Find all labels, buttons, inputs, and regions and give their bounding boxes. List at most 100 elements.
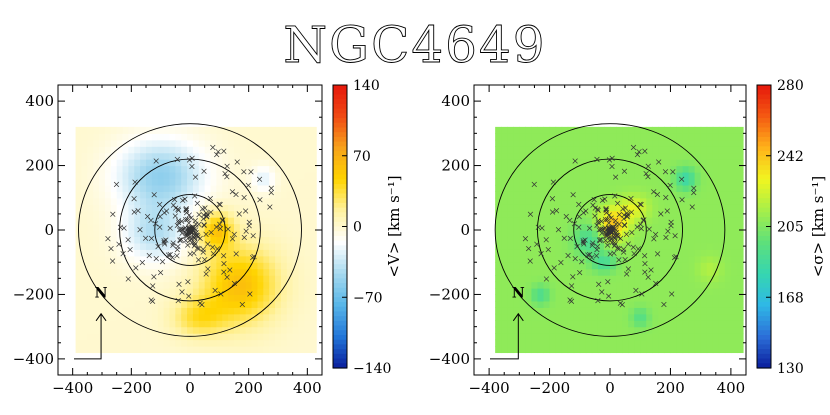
heatmap-cell (99, 313, 106, 321)
heatmap-cell (151, 333, 159, 341)
heatmap-cell (87, 281, 94, 289)
scatter-point (241, 194, 247, 201)
heatmap-cell (706, 346, 714, 354)
heatmap-cell (93, 139, 100, 147)
heatmap-cell (146, 262, 153, 270)
heatmap-cell (591, 275, 599, 283)
heatmap-cell (610, 275, 617, 283)
heatmap-cell (664, 165, 672, 173)
heatmap-cell (187, 139, 194, 147)
heatmap-cell (579, 210, 587, 218)
heatmap-cell (652, 204, 659, 212)
heatmap-cell (81, 242, 88, 250)
heatmap-cell (603, 184, 611, 192)
scatter-point (545, 247, 551, 253)
heatmap-cell (573, 217, 581, 225)
heatmap-cell (688, 210, 696, 218)
colorbar-segment (757, 151, 771, 157)
heatmap-cell (555, 197, 563, 205)
heatmap-cell (151, 217, 159, 225)
heatmap-cell (501, 262, 508, 270)
heatmap-cell (157, 249, 165, 257)
heatmap-cell (694, 133, 702, 141)
heatmap-cell (228, 262, 235, 270)
heatmap-cell (706, 139, 714, 147)
y-tick-label: 400 (25, 92, 54, 110)
scatter-point (621, 216, 627, 222)
heatmap-cell (531, 249, 539, 257)
scatter-point (667, 182, 673, 189)
heatmap-cell (169, 191, 176, 199)
colorbar-segment (757, 127, 771, 133)
scatter-point (555, 227, 562, 233)
heatmap-cell (628, 320, 635, 328)
heatmap-cell (700, 326, 708, 334)
heatmap-cell (579, 159, 587, 167)
heatmap-cell (640, 184, 647, 192)
heatmap-cell (652, 333, 659, 341)
heatmap-cell (192, 249, 200, 257)
heatmap-cell (664, 249, 672, 257)
heatmap-cell (163, 333, 171, 341)
heatmap-cell (304, 184, 311, 192)
heatmap-cell (163, 300, 171, 308)
heatmap-cell (567, 204, 575, 212)
heatmap-cell (198, 139, 206, 147)
scatter-point (256, 176, 263, 182)
scatter-point (175, 207, 182, 214)
heatmap-cell (724, 236, 732, 244)
heatmap-cell (658, 223, 665, 231)
heatmap-cell (622, 288, 629, 296)
heatmap-cell (245, 139, 253, 147)
heatmap-cell (198, 339, 206, 347)
heatmap-cell (519, 165, 526, 173)
scatter-point (606, 220, 612, 226)
heatmap-cell (151, 165, 159, 173)
heatmap-cell (134, 255, 141, 263)
heatmap-cell (134, 197, 141, 205)
heatmap-cell (310, 281, 317, 289)
heatmap-cell (597, 133, 605, 141)
heatmap-cell (280, 326, 288, 334)
heatmap-cell (730, 346, 738, 354)
heatmap-cell (198, 230, 206, 238)
heatmap-cell (286, 346, 294, 354)
heatmap-cell (579, 294, 587, 302)
heatmap-cell (251, 346, 259, 354)
heatmap-cell (275, 242, 282, 250)
heatmap-cell (222, 230, 229, 238)
heatmap-cell (676, 346, 684, 354)
heatmap-cell (603, 236, 611, 244)
heatmap-cell (519, 139, 526, 147)
heatmap-cell (275, 197, 282, 205)
heatmap-cell (228, 204, 235, 212)
heatmap-cell (169, 152, 176, 160)
heatmap-cell (537, 320, 545, 328)
heatmap-cell (670, 249, 678, 257)
heatmap-cell (198, 159, 206, 167)
heatmap-cell (104, 300, 112, 308)
heatmap-cell (99, 242, 106, 250)
heatmap-cell (116, 165, 124, 173)
heatmap-cell (640, 139, 647, 147)
heatmap-cell (181, 339, 188, 347)
heatmap-cell (736, 255, 744, 263)
heatmap-cell (192, 204, 200, 212)
heatmap-cell (292, 339, 300, 347)
heatmap-cell (525, 294, 533, 302)
heatmap-cell (531, 300, 539, 308)
heatmap-cell (549, 262, 557, 270)
heatmap-cell (616, 172, 623, 180)
heatmap-cell (222, 204, 229, 212)
heatmap-cell (712, 165, 720, 173)
heatmap-cell (682, 210, 690, 218)
heatmap-cell (634, 288, 641, 296)
heatmap-cell (736, 313, 744, 321)
heatmap-cell (304, 262, 311, 270)
heatmap-cell (567, 178, 575, 186)
scatter-point (243, 228, 249, 234)
heatmap-cell (263, 217, 270, 225)
heatmap-cell (93, 126, 100, 134)
heatmap-cell (239, 172, 247, 180)
